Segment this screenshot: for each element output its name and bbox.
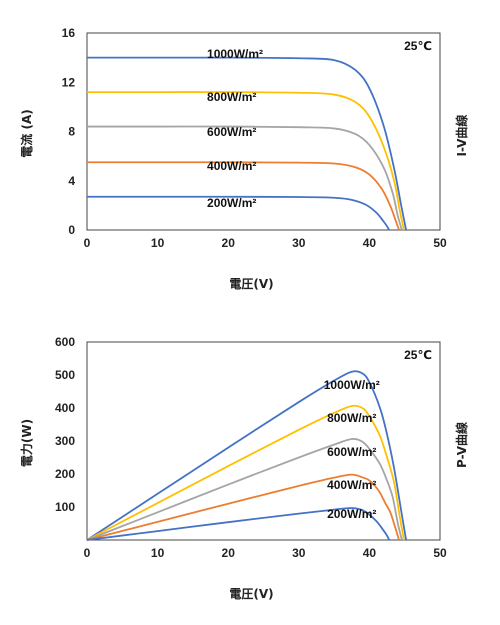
pv-series-labels: 1000W/m² 800W/m² 600W/m² 400W/m² 200W/m²	[324, 378, 380, 521]
pv-temperature-label: 25℃	[404, 348, 432, 362]
pv-x-tick-label: 50	[433, 546, 447, 560]
pv-y-tick-label: 400	[55, 401, 75, 415]
pv-y-tick-label: 200	[55, 467, 75, 481]
pv-x-ticks: 0 10 20 30 40 50	[84, 546, 447, 560]
iv-x-tick-label: 30	[292, 236, 306, 250]
iv-x-tick-label: 20	[222, 236, 236, 250]
pv-series-line-3	[86, 473, 400, 541]
pv-x-tick-label: 10	[151, 546, 165, 560]
pv-y-tick-label: 600	[55, 335, 75, 349]
iv-series-line-4	[87, 195, 390, 231]
pv-y-axis-label: 電力(W)	[19, 419, 34, 467]
pv-x-tick-label: 40	[363, 546, 377, 560]
pv-curve-title: P-V曲線	[454, 422, 469, 468]
iv-temperature-label: 25℃	[404, 39, 432, 53]
iv-x-tick-label: 40	[363, 236, 377, 250]
iv-y-tick-label: 0	[68, 223, 75, 237]
pv-x-axis-label: 電圧(V)	[229, 587, 273, 601]
iv-series-group	[86, 56, 407, 231]
iv-x-axis-label: 電圧(V)	[229, 277, 273, 291]
iv-plot-frame	[86, 32, 441, 231]
pv-series-line-2	[86, 438, 403, 541]
iv-series-label: 800W/m²	[207, 90, 256, 104]
pv-series-label: 600W/m²	[327, 445, 376, 459]
iv-x-ticks: 0 10 20 30 40 50	[84, 236, 447, 250]
pv-plot-frame	[86, 341, 441, 541]
pv-y-tick-label: 500	[55, 368, 75, 382]
iv-x-tick-label: 10	[151, 236, 165, 250]
iv-series-label: 200W/m²	[207, 196, 256, 210]
iv-series-line-0	[87, 56, 407, 231]
pv-y-ticks: 100 200 300 400 500 600	[55, 335, 75, 514]
iv-y-tick-label: 4	[68, 174, 75, 188]
pv-series-label: 1000W/m²	[324, 378, 380, 392]
pv-series-label: 800W/m²	[327, 411, 376, 425]
iv-x-tick-label: 50	[433, 236, 447, 250]
pv-x-tick-label: 30	[292, 546, 306, 560]
iv-y-tick-label: 16	[62, 26, 76, 40]
iv-y-tick-label: 12	[62, 75, 76, 89]
iv-y-tick-label: 8	[68, 125, 75, 139]
pv-series-label: 200W/m²	[327, 507, 376, 521]
pv-y-tick-label: 300	[55, 434, 75, 448]
iv-series-label: 400W/m²	[207, 159, 256, 173]
pv-chart: 100 200 300 400 500 600 0 10 20 30 40 50 1000W/m² 8…	[19, 335, 469, 601]
pv-series-label: 400W/m²	[327, 478, 376, 492]
iv-series-line-1	[86, 91, 405, 231]
iv-series-line-3	[87, 161, 400, 231]
iv-series-label: 600W/m²	[207, 125, 256, 139]
iv-series-label: 1000W/m²	[207, 47, 263, 61]
pv-series-line-1	[86, 404, 405, 541]
iv-chart: 0 4 8 12 16 0 10 20 30 40 50 1000W/m² 800W/m² 600W/…	[19, 26, 469, 291]
iv-series-labels: 1000W/m² 800W/m² 600W/m² 400W/m² 200W/m²	[207, 47, 263, 210]
pv-x-tick-label: 0	[84, 546, 91, 560]
pv-series-group	[86, 370, 407, 541]
pv-y-tick-label: 100	[55, 500, 75, 514]
pv-x-tick-label: 20	[222, 546, 236, 560]
iv-curve-title: I-V曲線	[454, 115, 469, 157]
iv-x-tick-label: 0	[84, 236, 91, 250]
pv-series-line-0	[86, 370, 407, 541]
iv-y-ticks: 0 4 8 12 16	[62, 26, 76, 237]
iv-series-line-2	[87, 125, 403, 231]
iv-y-axis-label: 電流 (A)	[19, 109, 34, 157]
pv-series-line-4	[86, 507, 390, 541]
